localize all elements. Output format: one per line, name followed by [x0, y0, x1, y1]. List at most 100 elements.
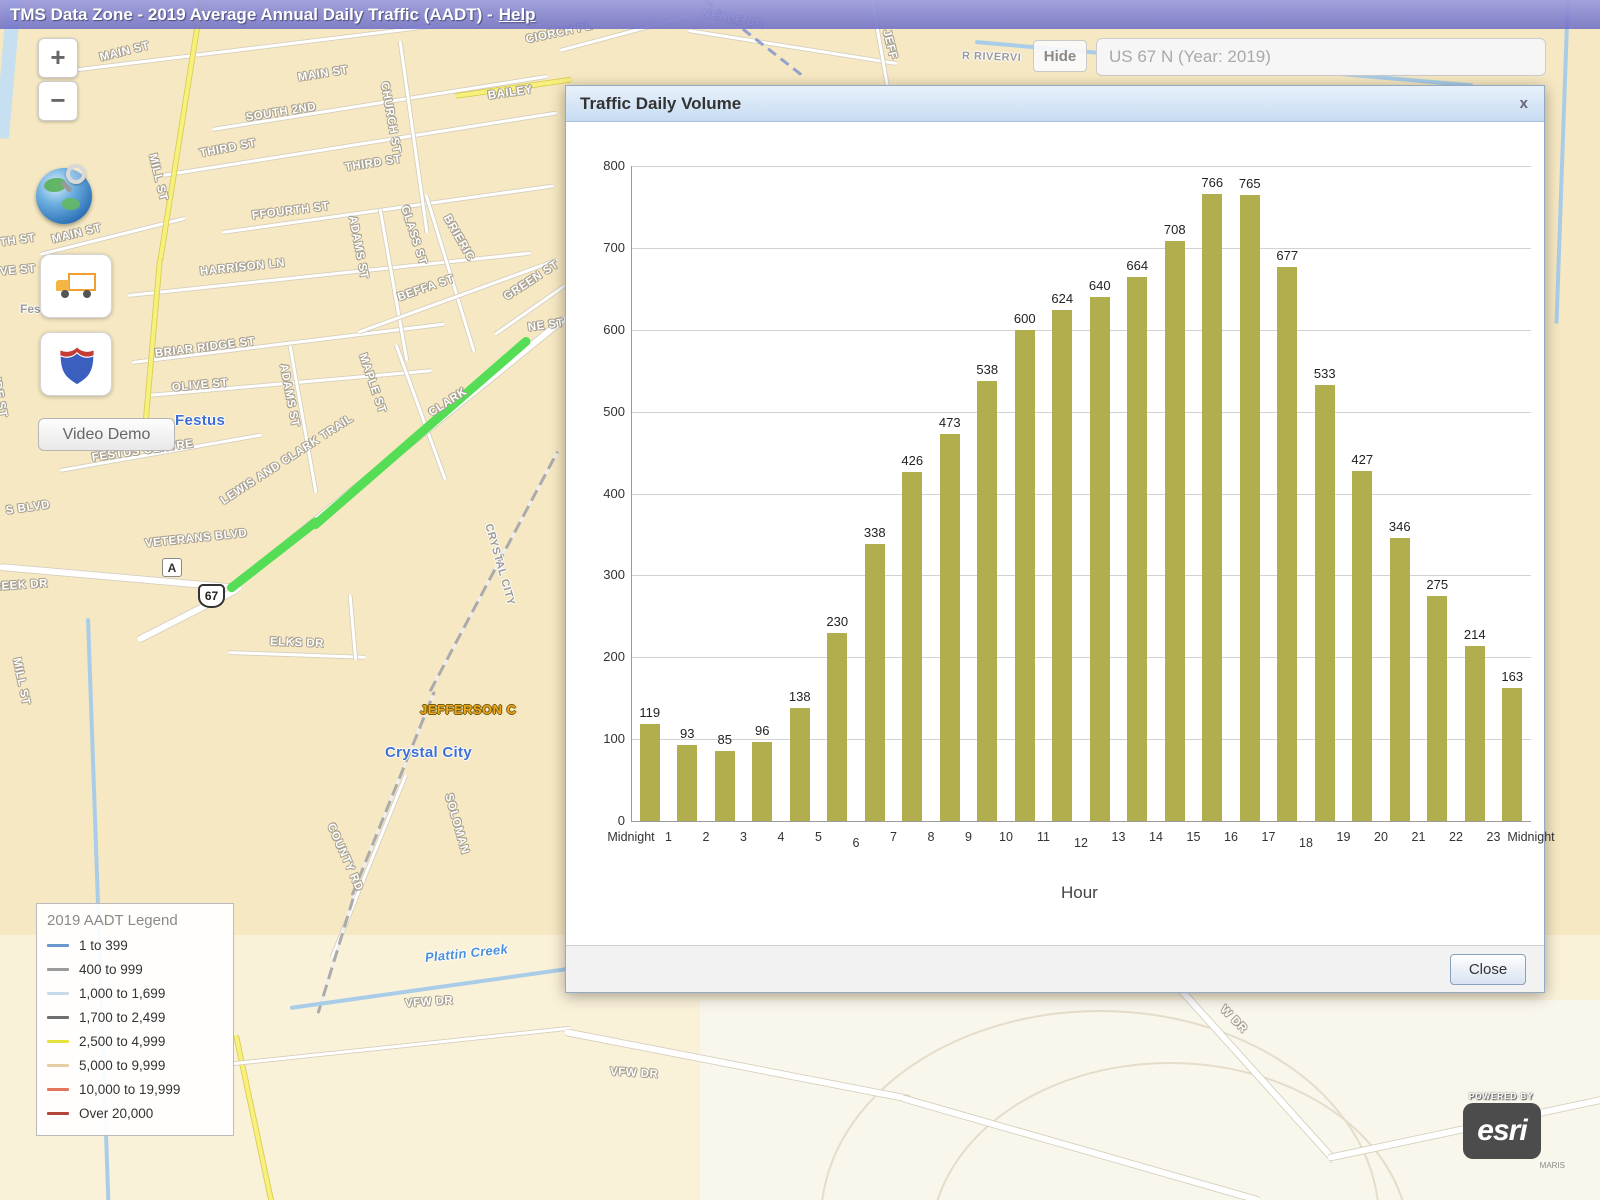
globe-search-icon[interactable] [36, 168, 92, 224]
interstate-shield-icon [58, 344, 96, 386]
x-axis-tick-label: Midnight [1501, 830, 1561, 844]
map-attribution: POWERED BY esri MARIS [1455, 1092, 1565, 1170]
hide-button[interactable]: Hide [1033, 40, 1087, 72]
map-road [348, 594, 359, 660]
bar-value-label: 138 [775, 689, 825, 704]
zoom-in-button[interactable]: + [38, 38, 78, 78]
agency-credit: MARIS [1455, 1161, 1565, 1170]
chart-bar [1240, 195, 1260, 821]
app-title-bar: TMS Data Zone - 2019 Average Annual Dail… [0, 0, 1600, 29]
aadt-legend: 2019 AADT Legend 1 to 399400 to 9991,000… [36, 903, 234, 1136]
y-axis-tick-label: 400 [579, 486, 625, 501]
chart-bar [790, 708, 810, 821]
y-axis-tick-label: 500 [579, 404, 625, 419]
bar-value-label: 538 [962, 362, 1012, 377]
legend-color-swatch [47, 992, 69, 995]
legend-item: 1,000 to 1,699 [47, 981, 223, 1005]
map-street-label: LEWIS AND CLARK TRAIL [219, 412, 356, 507]
dialog-footer: Close [566, 945, 1544, 992]
bar-value-label: 119 [625, 705, 675, 720]
map-street-label: JEFFERSON C [420, 702, 517, 717]
chart-bar [1127, 277, 1147, 821]
legend-item: 5,000 to 9,999 [47, 1053, 223, 1077]
legend-item: 1 to 399 [47, 933, 223, 957]
esri-logo: esri [1463, 1103, 1541, 1159]
y-axis-tick-label: 800 [579, 158, 625, 173]
interstate-layer-button[interactable] [40, 332, 112, 396]
map-street-label: VETERANS BLVD [144, 527, 247, 550]
map-street-label: BRIAR RIDGE ST [154, 336, 256, 360]
bar-value-label: 426 [887, 453, 937, 468]
map-street-label: MAIN ST [297, 64, 349, 84]
legend-color-swatch [47, 968, 69, 971]
x-axis-title: Hour [1061, 883, 1098, 903]
map-street-label: VE ST [0, 263, 36, 278]
legend-item: 2,500 to 4,999 [47, 1029, 223, 1053]
railroad [429, 451, 559, 693]
legend-item-label: Over 20,000 [79, 1106, 153, 1121]
chart-bar [1015, 330, 1035, 821]
y-axis-tick-label: 0 [579, 813, 625, 828]
chart-bar [715, 751, 735, 821]
railroad [351, 691, 436, 896]
map-street-label: R RIVERVI [962, 50, 1022, 64]
traffic-daily-volume-dialog: Traffic Daily Volume x 0 100 200 300 400 500 6… [565, 85, 1545, 993]
chart-bar [640, 724, 660, 821]
map-road [378, 208, 410, 362]
powered-by-text: POWERED BY [1469, 1092, 1565, 1101]
truck-routes-button[interactable] [40, 254, 112, 318]
route-display-input[interactable] [1096, 38, 1546, 76]
y-axis-tick-label: 700 [579, 240, 625, 255]
chart-gridline [631, 330, 1531, 331]
map-road [688, 28, 898, 66]
chart-bar [1465, 646, 1485, 821]
bar-value-label: 427 [1337, 452, 1387, 467]
map-street-label: VFW DR [610, 1066, 659, 1081]
video-demo-button[interactable]: Video Demo [38, 418, 175, 451]
bar-value-label: 96 [737, 723, 787, 738]
legend-item-label: 1 to 399 [79, 938, 128, 953]
map-street-label: ELKS DR [270, 636, 324, 650]
chart-gridline [631, 248, 1531, 249]
close-button[interactable]: Close [1450, 954, 1526, 985]
bar-value-label: 473 [925, 415, 975, 430]
bar-value-label: 346 [1375, 519, 1425, 534]
map-street-label: SOLOMAN [442, 792, 471, 855]
legend-color-swatch [47, 1088, 69, 1091]
chart-bar [1427, 596, 1447, 821]
magnifier-icon [66, 164, 86, 184]
dialog-title: Traffic Daily Volume [580, 94, 1518, 114]
legend-item: Over 20,000 [47, 1101, 223, 1125]
map-road [228, 650, 366, 660]
chart-bar [902, 472, 922, 821]
chart-bar [1315, 385, 1335, 821]
chart-bar [940, 434, 960, 821]
dialog-close-x-icon[interactable]: x [1518, 95, 1530, 112]
legend-item-label: 2,500 to 4,999 [79, 1034, 165, 1049]
chart-bar [1090, 297, 1110, 821]
map-street-label: CREEK DR [0, 578, 48, 594]
chart-gridline [631, 166, 1531, 167]
route-a-marker: A [162, 558, 182, 577]
chart-bar [1352, 471, 1372, 821]
bar-value-label: 230 [812, 614, 862, 629]
y-axis-tick-label: 100 [579, 731, 625, 746]
y-axis-tick-label: 200 [579, 649, 625, 664]
help-link[interactable]: Help [499, 5, 536, 25]
legend-item: 10,000 to 19,999 [47, 1077, 223, 1101]
bar-value-label: 275 [1412, 577, 1462, 592]
map-street-label: TH ST [0, 232, 36, 249]
y-axis-tick-label: 300 [579, 567, 625, 582]
chart-bar [677, 745, 697, 821]
chart-gridline [631, 494, 1531, 495]
map-street-label: MAPLE ST [356, 352, 388, 415]
chart-gridline [631, 412, 1531, 413]
chart-gridline [631, 821, 1531, 822]
dialog-title-bar[interactable]: Traffic Daily Volume x [566, 86, 1544, 122]
legend-color-swatch [47, 1016, 69, 1019]
legend-title: 2019 AADT Legend [47, 912, 223, 929]
chart-bar [1202, 194, 1222, 821]
traffic-volume-chart: 0100200300400500600700800119938596138230… [566, 122, 1544, 946]
bar-value-label: 664 [1112, 258, 1162, 273]
zoom-out-button[interactable]: − [38, 81, 78, 121]
